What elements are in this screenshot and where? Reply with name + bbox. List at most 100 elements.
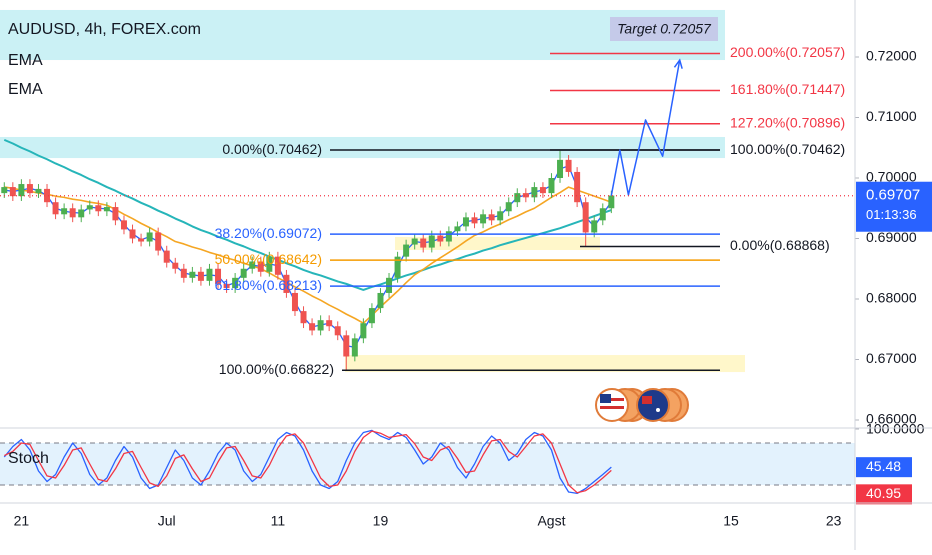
candle-body bbox=[309, 323, 316, 331]
candle-body bbox=[189, 271, 196, 278]
last-value-badge bbox=[856, 457, 912, 478]
candle-body bbox=[326, 320, 333, 327]
candle-body bbox=[223, 283, 230, 289]
y-tick-label: 0.71000 bbox=[866, 108, 917, 124]
candle-body bbox=[35, 188, 42, 194]
candle-body bbox=[514, 193, 521, 203]
candle-body bbox=[172, 262, 179, 269]
candle-body bbox=[394, 256, 401, 278]
candle-body bbox=[78, 209, 85, 218]
us-flag-icon bbox=[595, 388, 629, 422]
candle-body bbox=[445, 231, 452, 242]
candle-body bbox=[155, 232, 162, 251]
fib-level-label: 38.20%(0.69072) bbox=[215, 225, 322, 241]
candle-body bbox=[95, 205, 102, 212]
candle-body bbox=[437, 235, 444, 242]
stoch-line bbox=[3, 429, 612, 495]
candle-body bbox=[300, 311, 307, 324]
flag-star bbox=[656, 408, 660, 412]
candle-body bbox=[120, 220, 127, 230]
target-label: Target 0.72057 bbox=[617, 21, 712, 37]
candle-body bbox=[274, 256, 281, 275]
candle-body bbox=[26, 184, 33, 194]
candle-body bbox=[343, 335, 350, 357]
price-zone bbox=[0, 9, 725, 61]
candle-body bbox=[505, 202, 512, 212]
au-flag-icon bbox=[636, 388, 670, 422]
last-value-label: 40.95 bbox=[866, 485, 901, 501]
candle-body bbox=[146, 232, 153, 242]
annotations-layer: 0.66000 0.67000 0.68000 0.69000 0.70000 0.710… bbox=[0, 44, 932, 529]
projection-path bbox=[610, 59, 681, 196]
y-tick-label: 0.68000 bbox=[866, 290, 917, 306]
last-value-badge bbox=[856, 484, 912, 505]
candle-body bbox=[557, 159, 564, 179]
candles-layer bbox=[1, 150, 615, 371]
candle-body bbox=[215, 268, 222, 284]
fib-level-label: 0.00%(0.68868) bbox=[730, 237, 830, 253]
y-tick-label: 100.0000 bbox=[866, 421, 925, 437]
y-tick-label: 0.67000 bbox=[866, 350, 917, 366]
symbol-title: AUDUSD, 4h, FOREX.com bbox=[8, 21, 201, 38]
candle-body bbox=[69, 208, 76, 218]
x-tick-label: 11 bbox=[271, 513, 286, 529]
candle-body bbox=[360, 323, 367, 339]
candle-body bbox=[180, 268, 187, 278]
candle-body bbox=[240, 268, 247, 278]
candle-body bbox=[197, 271, 204, 281]
candle-body bbox=[480, 214, 487, 224]
candle-body bbox=[599, 208, 606, 221]
last-value-label: 45.48 bbox=[866, 458, 901, 474]
candle-body bbox=[129, 229, 136, 239]
candle-body bbox=[462, 217, 469, 227]
event-icons bbox=[595, 388, 689, 422]
zones-layer bbox=[0, 9, 855, 486]
stoch-line bbox=[3, 430, 612, 494]
candle-body bbox=[61, 208, 68, 215]
last-price-badge bbox=[856, 181, 932, 232]
ema-line bbox=[4, 186, 612, 325]
candle-body bbox=[206, 268, 213, 281]
candle-body bbox=[334, 326, 341, 336]
candle-body bbox=[266, 256, 273, 272]
candle-body bbox=[420, 238, 427, 248]
candle-body bbox=[428, 235, 435, 248]
legend-entry: EMA bbox=[8, 52, 43, 69]
candle-body bbox=[565, 159, 572, 172]
x-tick-label: 21 bbox=[14, 513, 30, 529]
candle-body bbox=[531, 187, 538, 198]
fib-level-label: 161.80%(0.71447) bbox=[730, 81, 845, 97]
x-tick-label: 23 bbox=[826, 513, 842, 529]
candle-body bbox=[488, 214, 495, 221]
candle-body bbox=[351, 338, 358, 357]
flag-stripe bbox=[600, 406, 624, 409]
candle-body bbox=[257, 261, 264, 272]
candle-body bbox=[522, 193, 529, 198]
candle-body bbox=[454, 226, 461, 232]
fib-level-label: 127.20%(0.70896) bbox=[730, 114, 845, 130]
candle-body bbox=[283, 274, 290, 293]
legend-entry: EMA bbox=[8, 81, 43, 98]
candle-body bbox=[112, 207, 119, 221]
candle-body bbox=[368, 308, 375, 324]
last-price-label: 0.69707 bbox=[866, 187, 920, 204]
candle-body bbox=[291, 292, 298, 312]
stoch-band-fill bbox=[0, 443, 855, 485]
stoch-title: Stoch bbox=[8, 450, 49, 467]
x-tick-label: 19 bbox=[373, 513, 389, 529]
candle-body bbox=[548, 178, 555, 194]
candle-body bbox=[377, 292, 384, 309]
y-tick-label: 0.69000 bbox=[866, 229, 917, 245]
fib-level-label: 50.00%(0.68642) bbox=[215, 251, 322, 267]
y-tick-label: 0.72000 bbox=[866, 48, 917, 64]
price-zone bbox=[345, 355, 745, 373]
flag-canton bbox=[642, 396, 652, 404]
fib-level-label: 0.00%(0.70462) bbox=[222, 141, 322, 157]
fib-level-label: 61.80%(0.68213) bbox=[215, 277, 322, 293]
y-tick-label: 0.66000 bbox=[866, 411, 917, 427]
candle-body bbox=[471, 217, 478, 224]
bar-countdown: 01:13:36 bbox=[866, 207, 917, 222]
candle-body bbox=[582, 202, 589, 233]
projection-arrowhead bbox=[673, 58, 683, 69]
